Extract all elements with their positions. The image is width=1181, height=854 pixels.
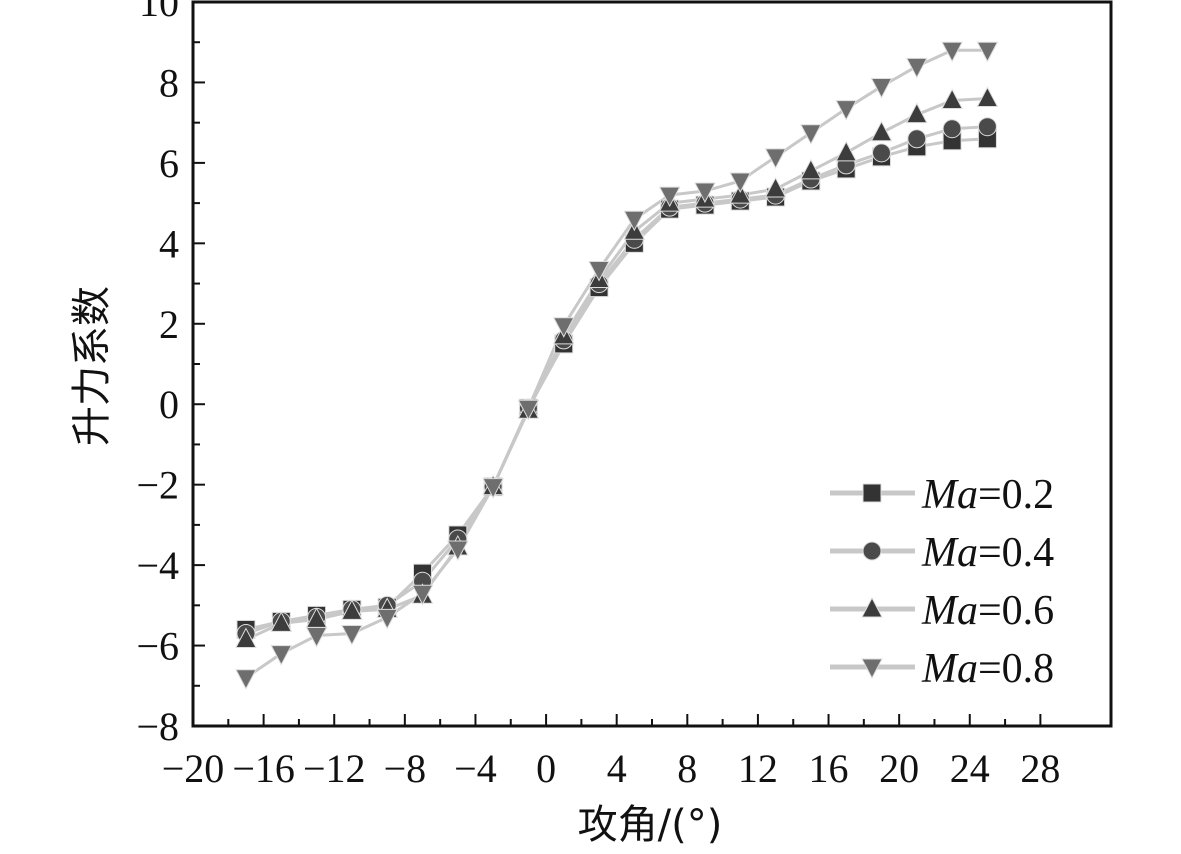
data-point-series-3 <box>976 41 999 63</box>
x-tick-label: 20 <box>879 746 919 791</box>
y-tick-label: −2 <box>136 463 179 508</box>
data-point-series-3 <box>305 627 328 648</box>
data-point-series-3 <box>552 317 575 338</box>
y-tick-label: −8 <box>136 704 179 749</box>
legend-label: Ma=0.4 <box>921 530 1054 576</box>
y-tick-label: −6 <box>136 624 179 669</box>
data-point-series-2 <box>835 140 858 162</box>
data-point-series-2 <box>764 176 787 198</box>
legend-marker <box>861 658 883 680</box>
y-tick-label: 4 <box>159 221 179 266</box>
data-point-series-3 <box>376 608 399 630</box>
y-axis-ticks: −8 −6 −4 −2 0 2 4 6 8 10 <box>136 0 205 749</box>
data-point-series-2 <box>341 599 363 620</box>
x-tick-label: −20 <box>162 746 225 791</box>
series-line-2 <box>245 97 988 641</box>
x-tick-label: 16 <box>809 746 849 791</box>
data-point-series-3 <box>235 669 257 690</box>
y-tick-label: 2 <box>159 302 179 347</box>
data-point-series-3 <box>764 148 787 169</box>
data-point-series-3 <box>729 172 752 194</box>
data-point-series-3 <box>870 77 893 99</box>
data-point-series-2 <box>729 182 752 204</box>
series-line-3 <box>245 48 988 679</box>
x-axis-title: 攻角/(°) <box>578 802 723 848</box>
data-point-series-3 <box>905 57 928 79</box>
y-tick-label: −4 <box>136 543 179 588</box>
legend-label: Ma=0.8 <box>921 646 1054 692</box>
series-layer <box>235 41 999 690</box>
data-point-series-3 <box>411 584 434 606</box>
data-point-series-3 <box>623 210 646 232</box>
data-point-series-1 <box>872 143 891 163</box>
legend-label-prefix: Ma <box>921 472 978 518</box>
x-tick-label: 4 <box>607 746 627 791</box>
x-tick-label: 24 <box>950 746 990 791</box>
data-point-series-3 <box>446 540 469 562</box>
x-axis-ticks: −20 −16 −12 −8 −4 0 4 8 12 16 20 24 28 <box>162 714 1060 791</box>
x-tick-label: 8 <box>677 746 697 791</box>
data-point-series-3 <box>835 100 858 121</box>
data-point-series-2 <box>905 102 928 124</box>
data-point-series-1 <box>907 129 927 149</box>
x-tick-label: −8 <box>384 746 427 791</box>
legend-marker <box>862 483 882 503</box>
legend-marker <box>862 541 882 561</box>
x-tick-label: 28 <box>1020 746 1060 791</box>
legend-label-prefix: Ma <box>921 588 978 634</box>
y-tick-label: 8 <box>159 60 179 105</box>
y-tick-label: 0 <box>159 382 179 427</box>
data-point-series-3 <box>517 399 540 421</box>
x-tick-label: 0 <box>536 746 556 791</box>
data-point-series-3 <box>941 41 963 63</box>
data-point-series-3 <box>270 645 293 666</box>
data-point-series-3 <box>694 182 716 204</box>
data-point-series-2 <box>870 120 893 142</box>
data-point-series-2 <box>800 158 822 180</box>
y-axis-title: 升力系数 <box>69 286 115 446</box>
x-tick-label: −4 <box>454 746 497 791</box>
legend-label: Ma=0.2 <box>921 472 1054 518</box>
data-point-series-2 <box>235 627 257 649</box>
data-point-series-2 <box>976 86 999 108</box>
data-point-series-3 <box>658 186 681 208</box>
series-line-1 <box>245 125 988 635</box>
legend: Ma=0.2Ma=0.4Ma=0.6Ma=0.8 <box>830 472 1054 692</box>
legend-label: Ma=0.6 <box>921 588 1054 634</box>
x-tick-label: −16 <box>232 746 295 791</box>
y-tick-label: 6 <box>159 141 179 186</box>
data-point-series-1 <box>977 117 997 137</box>
legend-label-value: =0.4 <box>978 530 1054 576</box>
data-point-series-3 <box>482 478 504 499</box>
data-point-series-2 <box>270 611 293 632</box>
data-point-series-1 <box>942 119 962 139</box>
x-tick-label: 12 <box>738 746 778 791</box>
data-point-series-3 <box>800 124 822 145</box>
legend-label-prefix: Ma <box>921 530 978 576</box>
legend-label-value: =0.6 <box>978 588 1054 634</box>
data-point-series-3 <box>588 260 610 282</box>
data-point-series-2 <box>941 88 963 110</box>
x-tick-label: −12 <box>303 746 366 791</box>
data-point-series-3 <box>341 624 363 646</box>
legend-marker <box>861 596 883 618</box>
legend-label-value: =0.8 <box>978 646 1054 692</box>
legend-label-prefix: Ma <box>921 646 978 692</box>
legend-label-value: =0.2 <box>978 472 1054 518</box>
y-tick-label: 10 <box>139 0 179 25</box>
